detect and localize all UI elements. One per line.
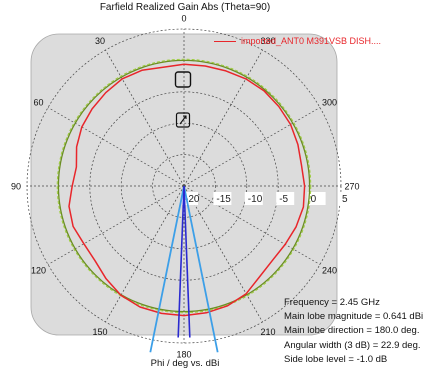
radial-tick-label: -10 bbox=[248, 194, 263, 205]
grid-circle bbox=[89, 91, 279, 281]
radial-tick-label: -5 bbox=[279, 194, 288, 205]
grid-circle bbox=[120, 122, 248, 250]
radial-tick-label: 5 bbox=[342, 194, 348, 205]
grid-circle bbox=[152, 154, 216, 218]
angle-markers bbox=[174, 71, 192, 128]
radial-tick-bg bbox=[213, 192, 232, 205]
theta-marker bbox=[174, 71, 192, 88]
angle-tick-label: 150 bbox=[92, 327, 107, 337]
angle-tick-label: 0 bbox=[181, 14, 186, 24]
angle-tick-label: 30 bbox=[95, 36, 105, 46]
legend-swatch bbox=[214, 41, 236, 43]
angle-tick-label: 270 bbox=[344, 182, 359, 192]
reference-circle bbox=[56, 58, 312, 314]
angle-tick-label: 120 bbox=[31, 266, 46, 276]
radial-tick-bg bbox=[244, 192, 263, 205]
info-side-lobe-level: Side lobe level = -1.0 dB bbox=[284, 353, 388, 365]
beam-lines bbox=[149, 185, 219, 353]
angle-tick-label: 180 bbox=[176, 350, 191, 360]
beamwidth-line bbox=[183, 185, 219, 353]
radial-tick-label: -15 bbox=[216, 194, 231, 205]
series-curves bbox=[68, 63, 306, 317]
angle-tick-label: 210 bbox=[260, 327, 275, 337]
angle-tick-label: 330 bbox=[260, 36, 275, 46]
reference-circle-dashed bbox=[56, 58, 312, 314]
farfield-info: Frequency = 2.45 GHz Main lobe magnitude… bbox=[284, 296, 423, 367]
info-frequency: Frequency = 2.45 GHz bbox=[284, 297, 380, 308]
angle-tick-label: 60 bbox=[33, 98, 43, 108]
radial-tick-bg bbox=[276, 192, 295, 205]
radial-tick-label: -20 bbox=[185, 194, 200, 205]
beamwidth-line bbox=[149, 185, 185, 353]
info-main-lobe-magnitude: Main lobe magnitude = 0.641 dBi bbox=[284, 311, 424, 323]
info-angular-width: Angular width (3 dB) = 22.9 deg. bbox=[284, 339, 421, 351]
legend: imported_ANT0 M391VSB DISH.... bbox=[214, 36, 381, 46]
main-lobe-direction-line bbox=[183, 185, 191, 338]
angle-tick-labels: 0 30 60 90 120 150 180 210 240 270 300 330 bbox=[11, 14, 360, 360]
angle-tick-label: 90 bbox=[11, 182, 21, 192]
chart-title: Farfield Realized Gain Abs (Theta=90) bbox=[99, 2, 271, 13]
series-line bbox=[68, 63, 306, 317]
x-axis-label: Phi / deg vs. dBi bbox=[150, 358, 220, 369]
phi-marker bbox=[175, 112, 191, 128]
info-main-lobe-direction: Main lobe direction = 180.0 deg. bbox=[284, 325, 420, 337]
radial-tick-bg bbox=[307, 192, 326, 205]
arrow-icon bbox=[179, 115, 187, 125]
angle-tick-label: 240 bbox=[322, 266, 337, 276]
radial-tick-label: 0 bbox=[311, 194, 317, 205]
angle-tick-label: 300 bbox=[322, 98, 337, 108]
legend-label: imported_ANT0 M391VSB DISH.... bbox=[241, 36, 382, 46]
radial-tick-bg bbox=[339, 192, 357, 205]
radial-tick-labels: -20 -15 -10 -5 0 5 bbox=[182, 192, 357, 205]
main-lobe-direction-line bbox=[177, 185, 185, 338]
reference-circle-line bbox=[57, 59, 311, 313]
